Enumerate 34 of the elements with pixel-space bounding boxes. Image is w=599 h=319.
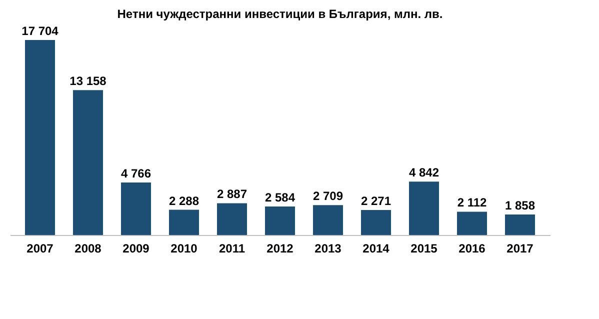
bar	[457, 212, 487, 235]
data-label: 4 842	[408, 166, 440, 180]
bar	[265, 206, 295, 235]
bar	[25, 40, 55, 235]
data-label: 1 858	[504, 198, 536, 213]
data-label: 2 271	[360, 194, 392, 208]
data-label: 2 584	[264, 190, 296, 205]
x-tick-label: 2014	[362, 242, 390, 256]
bar	[505, 214, 535, 235]
bar	[409, 182, 439, 235]
x-tick-label: 2007	[26, 242, 54, 256]
x-tick-label: 2015	[410, 242, 438, 256]
data-label: 13 158	[70, 74, 107, 88]
x-tick-label: 2013	[314, 242, 342, 256]
x-tick-label: 2010	[170, 242, 198, 256]
bar	[361, 210, 391, 235]
x-tick-label: 2009	[122, 242, 150, 256]
data-label: 2 288	[168, 194, 200, 208]
bar	[169, 210, 199, 235]
x-tick-label: 2012	[266, 242, 294, 256]
bar	[121, 182, 151, 235]
chart-title: Нетни чуждестранни инвестиции в България, млн. лв.	[117, 7, 443, 21]
data-label: 4 766	[120, 166, 152, 181]
data-label: 17 704	[22, 24, 59, 38]
x-tick-label: 2011	[218, 242, 246, 256]
data-label: 2 709	[312, 189, 344, 204]
x-tick-label: 2017	[506, 242, 534, 256]
data-label: 2 112	[457, 196, 488, 210]
bar	[313, 205, 343, 235]
data-label: 2 887	[216, 187, 248, 202]
bar	[217, 203, 247, 235]
bar	[73, 90, 103, 235]
x-tick-label: 2016	[458, 242, 486, 256]
x-tick-label: 2008	[74, 242, 102, 256]
